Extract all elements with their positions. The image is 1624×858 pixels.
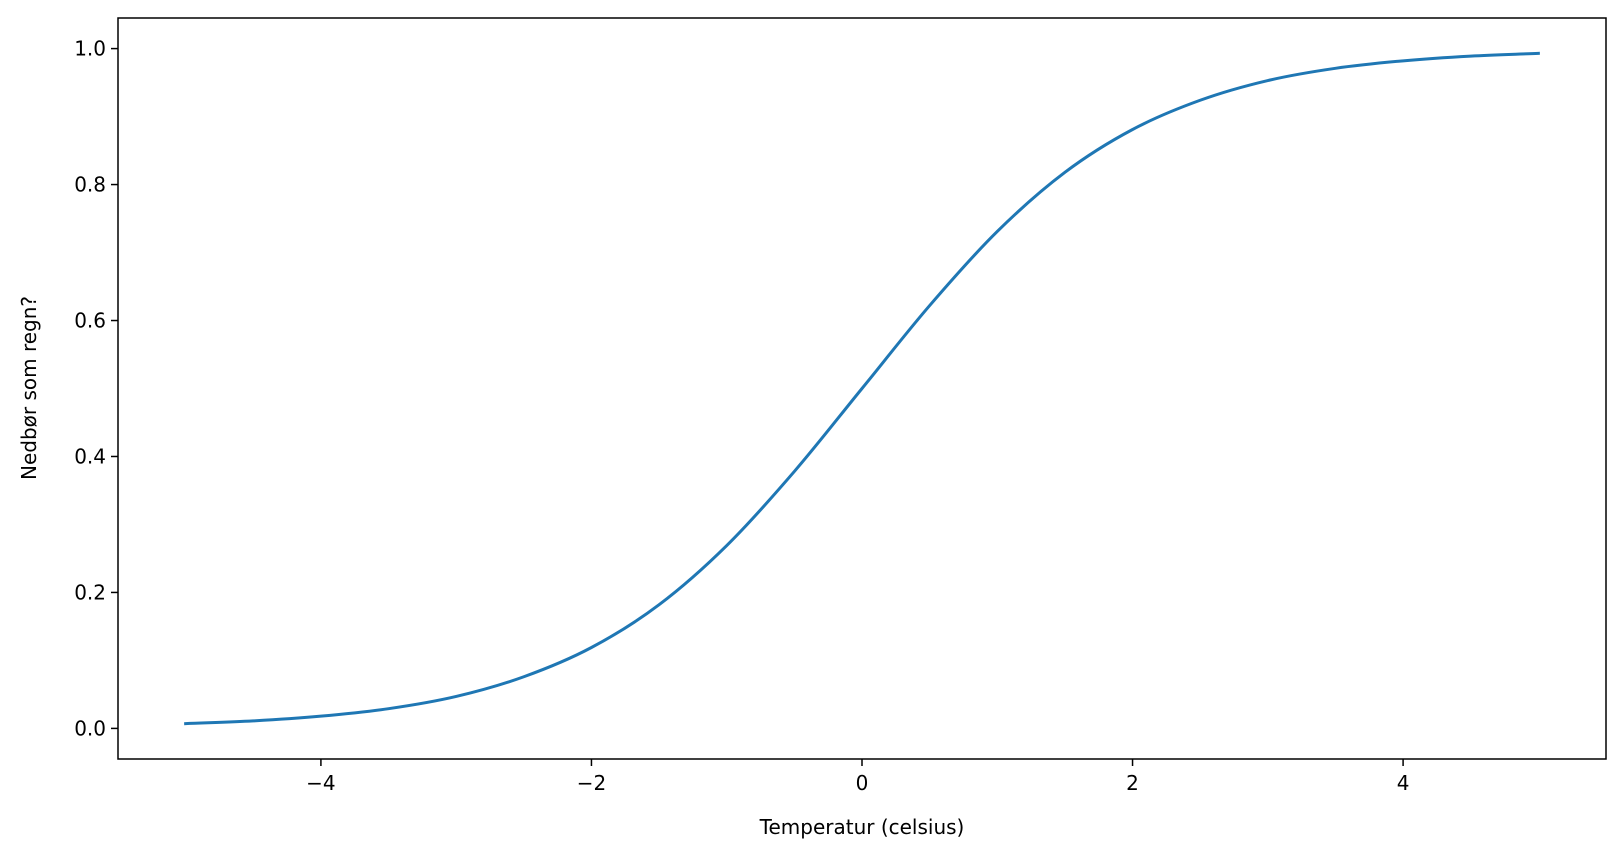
series-group (184, 51, 1540, 726)
x-tick-label: 2 (1126, 771, 1139, 795)
x-tick-label: 0 (856, 771, 869, 795)
x-tick-label: −4 (306, 771, 335, 795)
y-tick-label: 0.6 (74, 309, 106, 333)
y-axis-ticks: 0.0 0.2 0.4 0.6 0.8 1.0 (74, 37, 118, 740)
x-axis-ticks: −4 −2 0 2 4 (306, 759, 1409, 795)
y-tick-label: 1.0 (74, 37, 106, 61)
y-tick-label: 0.0 (74, 716, 106, 740)
y-tick-label: 0.4 (74, 444, 106, 468)
y-tick-label: 0.2 (74, 580, 106, 604)
y-axis-label: Nedbør som regn? (17, 296, 41, 480)
x-axis-label: Temperatur (celsius) (759, 815, 965, 839)
series-line (184, 51, 1540, 726)
x-tick-label: 4 (1397, 771, 1410, 795)
plot-frame (117, 17, 1607, 760)
x-tick-label: −2 (577, 771, 606, 795)
y-tick-label: 0.8 (74, 173, 106, 197)
